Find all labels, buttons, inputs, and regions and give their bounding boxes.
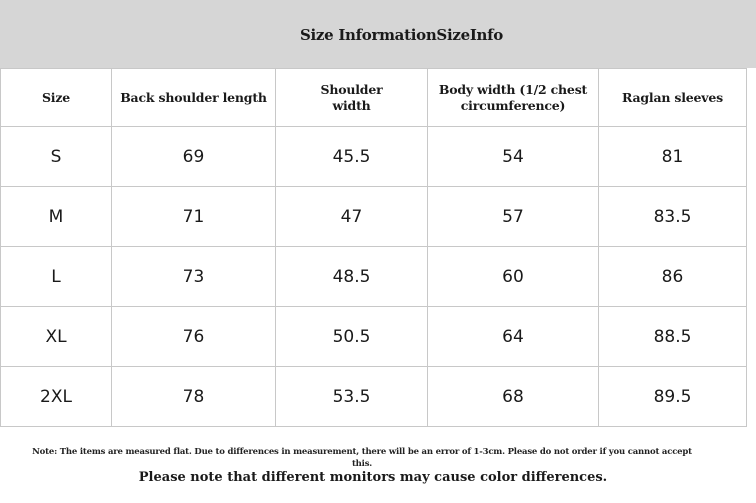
cell-body-width: 68 xyxy=(427,366,599,427)
table-row: 2XL 78 53.5 68 89.5 xyxy=(0,366,747,427)
cell-size: XL xyxy=(0,306,112,367)
cell-back-shoulder-length: 73 xyxy=(111,246,276,307)
header-body-width: Body width (1/2 chest circumference) xyxy=(427,68,599,127)
size-table: Size Back shoulder length Shoulder width… xyxy=(0,68,747,427)
page-title: Size InformationSizeInfo xyxy=(300,26,503,44)
cell-back-shoulder-length: 71 xyxy=(111,186,276,247)
cell-size: L xyxy=(0,246,112,307)
table-row: L 73 48.5 60 86 xyxy=(0,246,747,307)
header-size: Size xyxy=(0,68,112,127)
cell-back-shoulder-length: 76 xyxy=(111,306,276,367)
measurement-note: Note: The items are measured flat. Due t… xyxy=(32,447,692,469)
cell-size: M xyxy=(0,186,112,247)
table-row: XL 76 50.5 64 88.5 xyxy=(0,306,747,367)
cell-shoulder-width: 53.5 xyxy=(275,366,428,427)
cell-back-shoulder-length: 78 xyxy=(111,366,276,427)
table-row: M 71 47 57 83.5 xyxy=(0,186,747,247)
cell-raglan-sleeves: 81 xyxy=(598,126,747,187)
cell-body-width: 57 xyxy=(427,186,599,247)
cell-back-shoulder-length: 69 xyxy=(111,126,276,187)
cell-shoulder-width: 48.5 xyxy=(275,246,428,307)
cell-body-width: 60 xyxy=(427,246,599,307)
cell-body-width: 54 xyxy=(427,126,599,187)
cell-body-width: 64 xyxy=(427,306,599,367)
header-raglan-sleeves: Raglan sleeves xyxy=(598,68,747,127)
cell-raglan-sleeves: 86 xyxy=(598,246,747,307)
header-shoulder-width: Shoulder width xyxy=(275,68,428,127)
cell-raglan-sleeves: 89.5 xyxy=(598,366,747,427)
cell-shoulder-width: 45.5 xyxy=(275,126,428,187)
header-back-shoulder-length: Back shoulder length xyxy=(111,68,276,127)
cell-shoulder-width: 50.5 xyxy=(275,306,428,367)
cell-raglan-sleeves: 83.5 xyxy=(598,186,747,247)
table-row: S 69 45.5 54 81 xyxy=(0,126,747,187)
cell-raglan-sleeves: 88.5 xyxy=(598,306,747,367)
title-bar xyxy=(0,0,756,68)
cell-size: S xyxy=(0,126,112,187)
color-difference-note: Please note that different monitors may … xyxy=(138,470,608,485)
table-header-row: Size Back shoulder length Shoulder width… xyxy=(0,68,747,127)
cell-size: 2XL xyxy=(0,366,112,427)
cell-shoulder-width: 47 xyxy=(275,186,428,247)
